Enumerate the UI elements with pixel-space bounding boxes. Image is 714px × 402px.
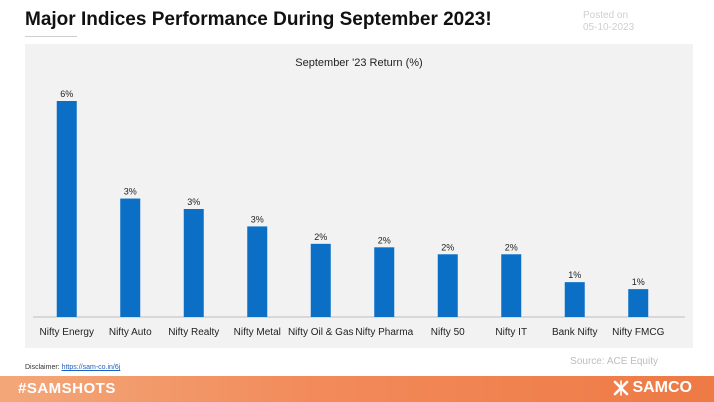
posted-info: Posted on 05-10-2023 (583, 10, 634, 34)
bar-9 (628, 289, 649, 317)
x-tick-label-5: Nifty Pharma (355, 327, 413, 338)
title-underline (25, 36, 77, 37)
chart-panel: September '23 Return (%) 6% Nifty Energy 3… (25, 44, 693, 348)
data-label-9: 1% (632, 277, 645, 287)
data-label-7: 2% (505, 242, 518, 252)
bar-2 (183, 209, 204, 317)
bar-5 (374, 247, 395, 317)
disclaimer-label: Disclaimer: (25, 364, 60, 371)
data-label-5: 2% (378, 235, 391, 245)
bar-8 (564, 282, 585, 317)
bar-1 (120, 198, 141, 317)
disclaimer: Disclaimer: https://sam-co.in/6j (25, 364, 120, 371)
chart-title: September '23 Return (%) (295, 57, 422, 69)
bar-chart: September '23 Return (%) 6% Nifty Energy 3… (33, 57, 685, 338)
x-tick-label-3: Nifty Metal (234, 327, 281, 338)
data-label-1: 3% (124, 187, 137, 197)
bar-4 (310, 243, 331, 317)
x-tick-label-1: Nifty Auto (109, 327, 152, 338)
brand-logo: SAMCO (613, 379, 692, 397)
posted-date: 05-10-2023 (583, 22, 635, 33)
data-label-2: 3% (187, 197, 200, 207)
bar-7 (501, 254, 522, 317)
bar-6 (437, 254, 458, 317)
x-tick-label-6: Nifty 50 (431, 327, 465, 338)
page-title: Major Indices Performance During Septemb… (25, 9, 492, 30)
footer-bar: #SAMSHOTS SAMCO (0, 376, 714, 402)
data-label-8: 1% (568, 270, 581, 280)
x-tick-label-8: Bank Nifty (552, 327, 598, 338)
samco-logo-icon (614, 380, 629, 396)
hashtag-label: #SAMSHOTS (18, 380, 116, 397)
x-tick-label-0: Nifty Energy (40, 327, 94, 338)
source-note: Source: ACE Equity (570, 356, 658, 367)
bar-3 (247, 226, 268, 317)
posted-label: Posted on (583, 10, 629, 21)
x-tick-label-4: Nifty Oil & Gas (288, 327, 354, 338)
bar-0 (56, 101, 77, 317)
x-tick-label-7: Nifty IT (495, 327, 527, 338)
data-label-4: 2% (314, 232, 327, 242)
disclaimer-link[interactable]: https://sam-co.in/6j (61, 364, 121, 371)
bars-group: 6% Nifty Energy 3% Nifty Auto 3% Nifty Realty… (40, 89, 665, 338)
data-label-3: 3% (251, 214, 264, 224)
x-tick-label-2: Nifty Realty (168, 327, 219, 338)
x-tick-label-9: Nifty FMCG (612, 327, 664, 338)
data-label-6: 2% (441, 242, 454, 252)
brand-name: SAMCO (632, 379, 692, 396)
data-label-0: 6% (60, 89, 73, 99)
